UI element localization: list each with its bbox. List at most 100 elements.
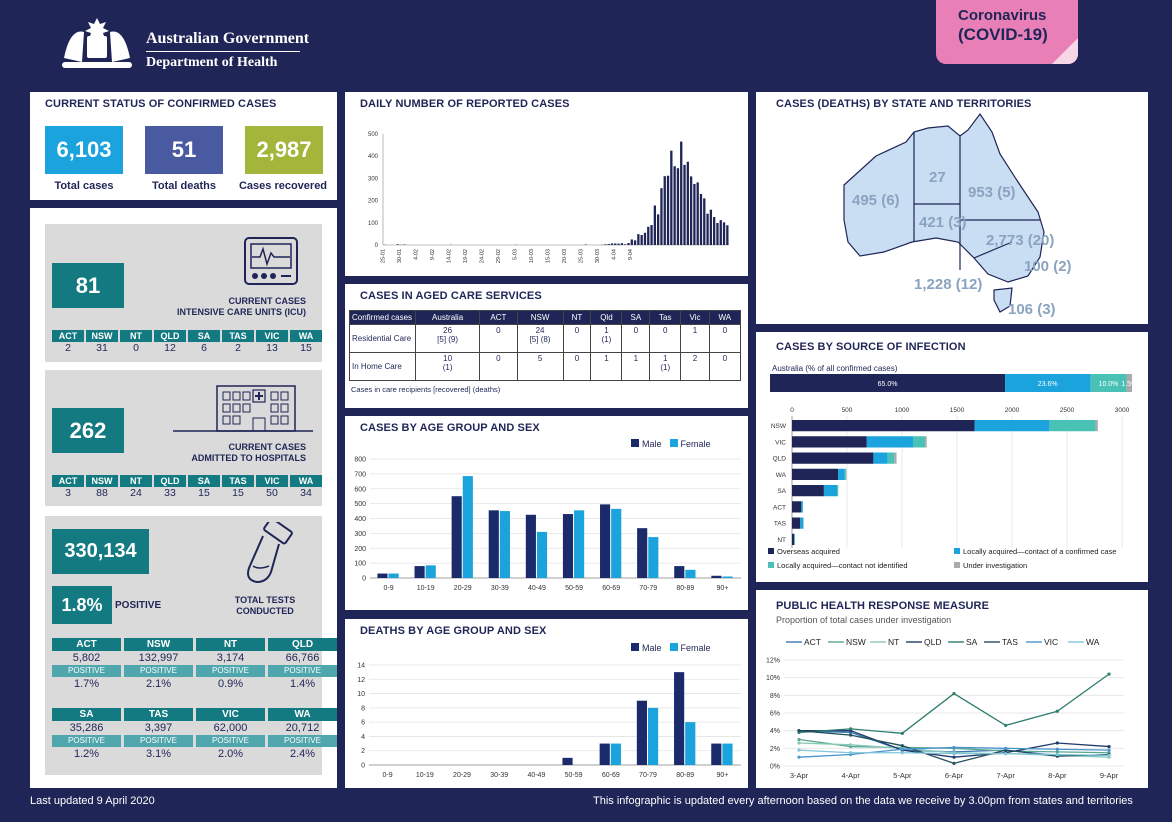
tests-val-nt: 3,174 [216,652,245,664]
phr-title: PUBLIC HEALTH RESPONSE MEASURE [776,600,990,612]
source-bar-seg [792,501,802,513]
deaths-y-tick: 8 [361,705,365,712]
phr-point [952,745,956,750]
source-overall-segment [1005,374,1091,392]
map-label-wa: 495 (6) [852,192,900,209]
daily-x-tick: 20-03 [562,249,568,263]
capacity-panel: 81 CURRENT CASES INTENSIVE CARE UNITS (I… [30,208,337,788]
hosp-val-act: 3 [65,487,71,499]
tests-state-vic: VIC [196,708,265,721]
daily-y-tick: 500 [368,132,379,138]
daily-bar [713,217,716,245]
source-bar-seg [792,533,794,545]
header-divider [146,51,300,52]
icu-value: 81 [52,263,124,308]
source-overall-label: 10.0% [1099,381,1119,388]
map-title: CASES (DEATHS) BY STATE AND TERRITORIES [776,98,1032,110]
phr-y-tick: 4% [770,728,780,735]
total-deaths-label: Total deaths [152,180,216,192]
tests-val-nsw: 132,997 [138,652,179,664]
tasmania [993,287,1013,313]
deaths-bar-female [722,743,733,765]
age-y-tick: 300 [354,531,366,538]
tests-val-act: 5,802 [72,652,101,664]
hosp-val-tas: 15 [232,487,244,499]
daily-bar [614,243,617,245]
daily-bar [709,209,713,245]
phr-x-tick: 4-Apr [841,771,860,780]
aged-cell: 0 [649,324,682,353]
age-bar-male [637,528,648,578]
deaths-bar-male [674,672,685,765]
phr-y-tick: 12% [766,658,780,665]
daily-bar [699,193,703,245]
icu-label: CURRENT CASES INTENSIVE CARE UNITS (ICU) [106,296,306,318]
phr-legend-label: SA [966,637,978,647]
hosp-state-nsw: NSW [86,475,118,487]
phr-point [1107,744,1111,749]
aged-row-label: In Home Care [349,352,416,381]
hosp-val-nsw: 88 [96,487,108,499]
tests-val-qld: 66,766 [285,652,320,664]
deaths-title: DEATHS BY AGE GROUP AND SEX [360,625,547,637]
recovered-label: Cases recovered [238,180,328,192]
aged-header: Qld [590,310,623,325]
daily-bar [607,244,610,245]
icu-state-nt: NT [120,330,152,342]
phr-point [1055,747,1059,751]
footer-note: This infographic is updated every aftern… [593,795,1133,807]
phr-legend-label: NT [888,637,899,647]
phr-legend-label: VIC [1044,637,1058,647]
covid-badge: Coronavirus (COVID-19) [936,0,1078,64]
source-x-tick: 1000 [895,407,910,414]
daily-x-tick: 24-02 [480,249,486,263]
age-x-tick: 60-69 [602,585,620,592]
aged-header: Australia [414,310,481,325]
aged-cell: 0 [708,352,742,381]
aged-cell: 10 (1) [414,352,481,381]
aged-cell: 1 [680,324,710,353]
daily-bar [653,205,657,245]
source-y-tick: SA [777,488,786,495]
map-label-sa: 421 (3) [919,214,967,231]
source-bar-seg [974,420,1050,432]
source-bar-seg [887,452,895,464]
hosp-val-wa: 34 [300,487,312,499]
daily-x-tick: 30-03 [595,249,601,263]
daily-bar [686,161,689,245]
aged-row-label: Residential Care [349,324,416,353]
age-x-tick: 70-79 [639,585,657,592]
daily-bar [660,188,663,245]
daily-bar [650,225,653,245]
source-y-tick: WA [776,472,787,479]
tests-state-tas: TAS [124,708,193,721]
tests-val-sa: 35,286 [69,722,104,734]
last-updated: Last updated 9 April 2020 [30,795,155,807]
icu-state-wa: WA [290,330,322,342]
daily-x-tick: 4-04 [611,249,617,260]
age-x-tick: 0-9 [383,585,393,592]
aged-cell: 24 [5] (8) [516,324,564,353]
aged-cell: 0 [621,324,651,353]
age-x-tick: 10-19 [417,585,435,592]
age-bar-male [451,496,462,578]
age-y-tick: 800 [354,457,366,464]
icu-val-nt: 0 [133,342,139,354]
phr-point [1004,746,1008,750]
aged-header: WA [708,310,742,325]
daily-bar [656,214,660,245]
phr-point [900,731,904,735]
icu-label-line1: CURRENT CASES [228,296,306,306]
deaths-legend-male: Male [631,643,662,653]
daily-bar [627,243,630,245]
tests-val-tas: 3,397 [144,722,173,734]
phr-point [849,727,853,731]
source-y-tick: TAS [774,521,787,528]
hosp-val-vic: 50 [266,487,278,499]
age-y-tick: 100 [354,561,366,568]
daily-bar [396,244,399,245]
tests-positive-label: POSITIVE [115,600,162,611]
tests-label-line1: TOTAL TESTS [234,595,296,605]
daily-bar [633,240,637,245]
source-bar-seg [894,452,897,464]
